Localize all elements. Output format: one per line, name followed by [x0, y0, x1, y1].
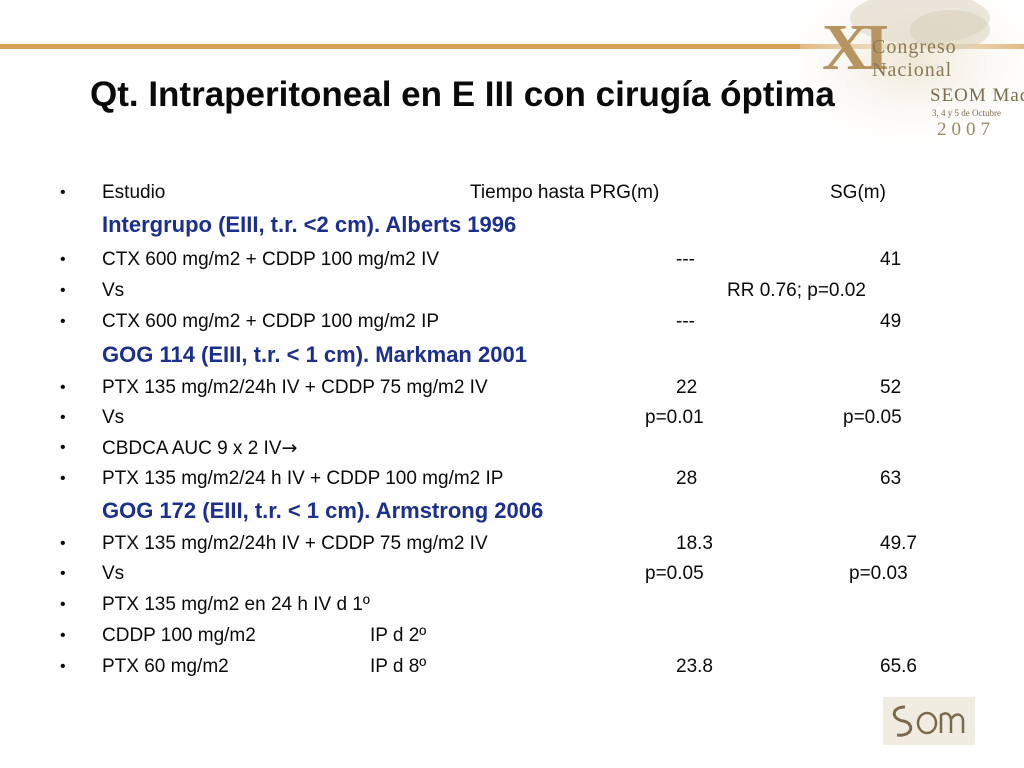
row-route: IP d 2º — [370, 625, 427, 646]
row-regimen: CDDP 100 mg/m2 — [102, 625, 256, 646]
row-os: 52 — [880, 377, 902, 398]
row-os: 49 — [880, 311, 902, 332]
row-pfs: RR 0.76; p=0.02 — [727, 280, 866, 301]
header-os: SG(m) — [830, 182, 886, 203]
row-regimen: CBDCA AUC 9 x 2 IV→ — [102, 437, 297, 460]
logo-line-year: 2007 — [937, 119, 995, 140]
row-regimen-text: CBDCA AUC 9 x 2 IV — [102, 438, 282, 459]
row-regimen: Vs — [102, 280, 125, 301]
row-regimen: PTX 135 mg/m2/24h IV + CDDP 75 mg/m2 IV — [102, 377, 488, 398]
bullet: • — [60, 184, 66, 201]
row-os: 41 — [880, 249, 902, 270]
logo-backdrop — [800, 0, 1024, 150]
logo-line-nacional: Nacional — [872, 59, 953, 81]
logo-numeral: XI — [822, 11, 889, 84]
row-os: p=0.05 — [843, 407, 902, 428]
arrow-right-icon: → — [281, 437, 298, 459]
logo-line-city: SEOM Madrid — [930, 85, 1024, 106]
bullet: • — [60, 470, 66, 487]
row-regimen: PTX 135 mg/m2/24h IV + CDDP 75 mg/m2 IV — [102, 533, 488, 554]
row-pfs: 28 — [676, 468, 698, 489]
row-pfs: p=0.01 — [645, 407, 704, 428]
row-pfs: 22 — [676, 377, 698, 398]
bullet: • — [60, 535, 66, 552]
row-os: 65.6 — [880, 656, 917, 677]
logo-line-dates: 3, 4 y 5 de Octubre — [932, 108, 1001, 118]
row-pfs: --- — [676, 249, 695, 270]
row-pfs: p=0.05 — [645, 563, 704, 584]
top-accent-rule — [0, 44, 1024, 49]
row-regimen: Vs — [102, 407, 125, 428]
bullet: • — [60, 627, 66, 644]
bullet: • — [60, 439, 66, 456]
row-os: 49.7 — [880, 533, 917, 554]
row-os: 63 — [880, 468, 902, 489]
row-route: IP d 8º — [370, 656, 427, 677]
group-heading-gog114: GOG 114 (EIII, t.r. < 1 cm). Markman 200… — [102, 342, 527, 367]
row-regimen: PTX 135 mg/m2/24 h IV + CDDP 100 mg/m2 I… — [102, 468, 504, 489]
row-pfs: 23.8 — [676, 656, 713, 677]
slide-title: Qt. Intraperitoneal en E III con cirugía… — [90, 75, 835, 114]
bullet: • — [60, 313, 66, 330]
bullet: • — [60, 282, 66, 299]
logo-line-congreso: Congreso — [872, 36, 957, 58]
bullet: • — [60, 658, 66, 675]
row-pfs: 18.3 — [676, 533, 713, 554]
row-regimen: PTX 135 mg/m2 en 24 h IV d 1º — [102, 594, 370, 615]
bullet: • — [60, 596, 66, 613]
bullet: • — [60, 379, 66, 396]
bullet: • — [60, 409, 66, 426]
header-study: Estudio — [102, 182, 166, 203]
seom-footer-logo — [883, 697, 975, 745]
row-regimen: Vs — [102, 563, 125, 584]
row-pfs: --- — [676, 311, 695, 332]
row-regimen: PTX 60 mg/m2 — [102, 656, 229, 677]
bullet: • — [60, 251, 66, 268]
row-regimen: CTX 600 mg/m2 + CDDP 100 mg/m2 IV — [102, 249, 440, 270]
row-regimen: CTX 600 mg/m2 + CDDP 100 mg/m2 IP — [102, 311, 440, 332]
row-os: p=0.03 — [849, 563, 908, 584]
bullet: • — [60, 565, 66, 582]
group-heading-gog172: GOG 172 (EIII, t.r. < 1 cm). Armstrong 2… — [102, 498, 544, 523]
header-pfs: Tiempo hasta PRG(m) — [470, 182, 660, 203]
group-heading-intergrupo: Intergrupo (EIII, t.r. <2 cm). Alberts 1… — [102, 212, 517, 237]
